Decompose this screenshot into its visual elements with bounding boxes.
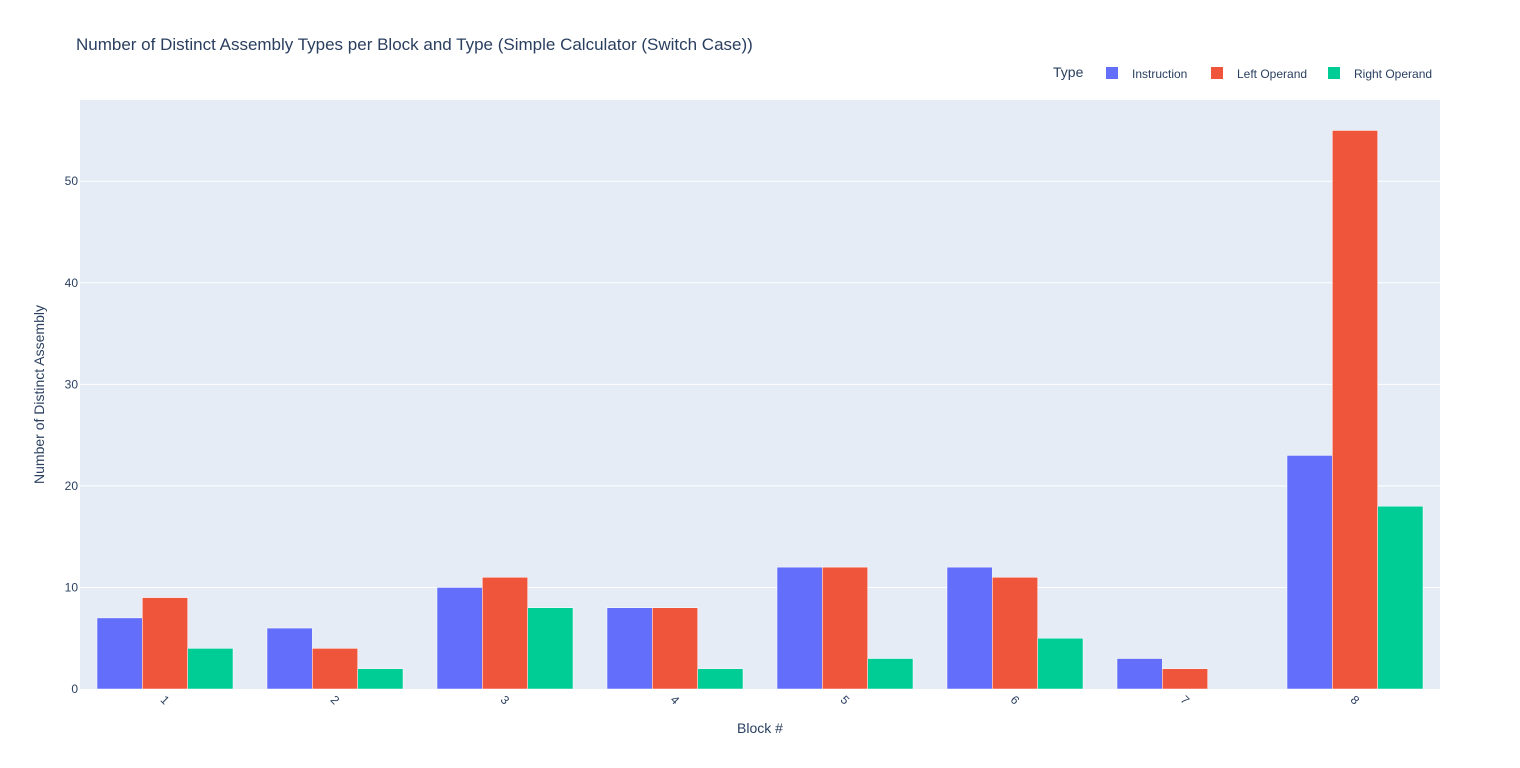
bar-instruction bbox=[1286, 455, 1333, 690]
y-tick-label: 20 bbox=[65, 479, 79, 493]
bar-left-operand bbox=[1162, 668, 1208, 690]
bar-instruction bbox=[436, 587, 483, 690]
y-axis-ticks: 0 10 20 30 40 50 bbox=[65, 174, 79, 696]
bar-left-operand bbox=[652, 607, 698, 690]
y-tick-label: 50 bbox=[65, 174, 79, 188]
gridlines bbox=[80, 180, 1440, 588]
y-tick-label: 30 bbox=[65, 377, 79, 391]
bar-left-operand bbox=[142, 597, 188, 690]
x-tick-label: 8 bbox=[1348, 693, 1363, 708]
bar-left-operand bbox=[822, 566, 868, 690]
bar-left-operand bbox=[992, 577, 1038, 690]
x-tick-label: 6 bbox=[1008, 693, 1023, 708]
bar-right-operand bbox=[357, 668, 404, 690]
x-tick-label: 5 bbox=[838, 693, 853, 708]
bar-right-operand bbox=[187, 648, 234, 690]
x-axis-ticks: 1 2 3 4 5 6 7 8 bbox=[158, 693, 1363, 708]
bar-instruction bbox=[1116, 658, 1163, 690]
legend-swatch bbox=[1328, 67, 1340, 79]
bar-right-operand bbox=[527, 607, 574, 690]
x-tick-label: 3 bbox=[498, 693, 513, 708]
bar-instruction bbox=[946, 566, 993, 690]
plot-area bbox=[80, 100, 1440, 689]
legend-swatch bbox=[1211, 67, 1223, 79]
bar-left-operand bbox=[482, 577, 528, 690]
y-tick-label: 10 bbox=[65, 580, 79, 594]
bar-right-operand bbox=[867, 658, 914, 690]
legend-item-label: Left Operand bbox=[1237, 67, 1307, 81]
legend-item-label: Instruction bbox=[1132, 67, 1187, 81]
chart-title: Number of Distinct Assembly Types per Bl… bbox=[76, 35, 753, 54]
y-tick-label: 0 bbox=[71, 682, 78, 696]
x-tick-label: 4 bbox=[668, 693, 683, 708]
y-tick-label: 40 bbox=[65, 276, 79, 290]
bar-left-operand bbox=[1332, 130, 1378, 690]
bar-instruction bbox=[606, 607, 653, 690]
y-axis-title: Number of Distinct Assembly bbox=[31, 305, 47, 484]
legend: Type Instruction Left Operand Right Operan… bbox=[1053, 64, 1432, 81]
bar-left-operand bbox=[312, 648, 358, 690]
bars bbox=[96, 130, 1424, 690]
x-axis-title: Block # bbox=[737, 720, 783, 736]
bar-instruction bbox=[776, 566, 823, 690]
bar-right-operand bbox=[1377, 505, 1424, 690]
legend-swatch bbox=[1106, 67, 1118, 79]
legend-title: Type bbox=[1053, 64, 1084, 80]
legend-item-label: Right Operand bbox=[1354, 67, 1432, 81]
x-tick-label: 2 bbox=[328, 693, 343, 708]
x-tick-label: 7 bbox=[1178, 693, 1193, 708]
bar-right-operand bbox=[1037, 637, 1084, 690]
bar-instruction bbox=[266, 627, 313, 690]
bar-right-operand bbox=[697, 668, 744, 690]
x-tick-label: 1 bbox=[158, 693, 173, 708]
bar-instruction bbox=[96, 617, 143, 690]
